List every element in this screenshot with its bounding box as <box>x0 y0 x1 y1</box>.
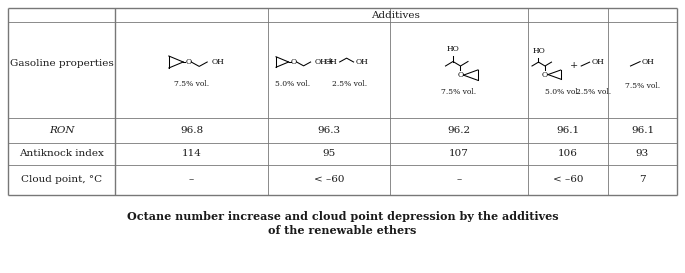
Text: < –60: < –60 <box>314 176 345 185</box>
Text: RON: RON <box>49 126 74 135</box>
Text: 5.0% vol.: 5.0% vol. <box>545 88 581 96</box>
Text: –: – <box>456 176 462 185</box>
Text: O: O <box>185 58 191 66</box>
Text: Additives: Additives <box>371 10 421 19</box>
Text: OH: OH <box>356 58 369 66</box>
Text: OH: OH <box>211 58 224 66</box>
Text: 7.5% vol.: 7.5% vol. <box>441 88 477 96</box>
Text: Octane number increase and cloud point depression by the additives: Octane number increase and cloud point d… <box>127 212 558 222</box>
Text: 96.1: 96.1 <box>631 126 654 135</box>
Text: 7.5% vol.: 7.5% vol. <box>625 82 660 90</box>
Text: < –60: < –60 <box>553 176 583 185</box>
Text: OH: OH <box>592 58 604 66</box>
Text: Cloud point, °C: Cloud point, °C <box>21 176 102 185</box>
Text: 106: 106 <box>558 150 578 159</box>
Text: HO: HO <box>447 45 460 53</box>
Text: OH: OH <box>325 58 338 66</box>
Text: OH: OH <box>642 58 655 66</box>
Text: 96.8: 96.8 <box>180 126 203 135</box>
Text: 93: 93 <box>636 150 649 159</box>
Text: 96.3: 96.3 <box>317 126 340 135</box>
Text: 114: 114 <box>182 150 201 159</box>
Text: of the renewable ethers: of the renewable ethers <box>269 225 416 236</box>
Text: OH: OH <box>314 58 327 66</box>
Text: +: + <box>325 58 334 67</box>
Text: HO: HO <box>532 47 545 55</box>
Text: –: – <box>189 176 194 185</box>
Text: Gasoline properties: Gasoline properties <box>10 58 114 67</box>
Text: 7.5% vol.: 7.5% vol. <box>174 80 209 88</box>
Text: 5.0% vol.: 5.0% vol. <box>275 80 310 88</box>
Text: O: O <box>458 71 464 79</box>
Text: +: + <box>570 61 578 70</box>
Text: 7: 7 <box>639 176 646 185</box>
Text: Antiknock index: Antiknock index <box>19 150 104 159</box>
Text: 2.5% vol.: 2.5% vol. <box>575 88 611 96</box>
Text: 107: 107 <box>449 150 469 159</box>
Text: O: O <box>542 71 548 79</box>
Text: O: O <box>290 58 297 66</box>
Text: 96.1: 96.1 <box>556 126 580 135</box>
Text: 95: 95 <box>323 150 336 159</box>
Text: 96.2: 96.2 <box>447 126 471 135</box>
Text: 2.5% vol.: 2.5% vol. <box>332 80 367 88</box>
